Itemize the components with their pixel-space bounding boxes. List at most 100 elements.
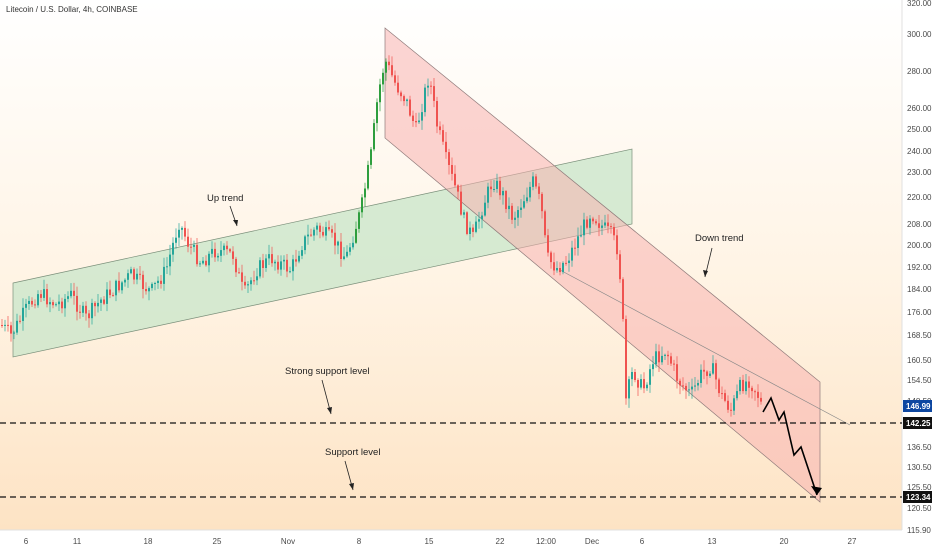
candle-up xyxy=(478,219,480,222)
price-tick-label: 250.00 xyxy=(907,125,932,134)
candle-down xyxy=(334,232,336,246)
candle-up xyxy=(202,260,204,264)
candle-up xyxy=(346,251,348,257)
price-axis[interactable]: 320.00 300.00 280.00 260.00 250.00 240.00 230.… xyxy=(907,0,932,535)
candle-up xyxy=(367,164,369,189)
candle-down xyxy=(109,289,111,296)
candle-up xyxy=(733,398,735,411)
candle-up xyxy=(424,87,426,113)
candle-up xyxy=(217,255,219,258)
candle-down xyxy=(616,235,618,255)
candle-down xyxy=(388,61,390,66)
down-trend-channel[interactable] xyxy=(384,27,821,503)
candle-down xyxy=(436,101,438,127)
candle-up xyxy=(358,212,360,229)
candle-up xyxy=(628,379,630,399)
annotation-up-trend: Up trend xyxy=(207,193,243,204)
strong-support-value: 142.25 xyxy=(906,419,931,428)
price-tick-label: 130.50 xyxy=(907,463,932,472)
candle-down xyxy=(706,371,708,376)
candle-down xyxy=(184,227,186,237)
candle-up xyxy=(502,191,504,196)
candle-down xyxy=(607,222,609,227)
price-tick-label: 136.50 xyxy=(907,443,932,452)
candle-down xyxy=(430,85,432,87)
candle-down xyxy=(472,227,474,232)
candle-up xyxy=(130,269,132,274)
candle-down xyxy=(658,351,660,363)
candle-up xyxy=(709,373,711,376)
candle-down xyxy=(244,281,246,286)
candle-up xyxy=(124,279,126,283)
price-tick-label: 230.00 xyxy=(907,168,932,177)
candle-up xyxy=(493,189,495,190)
time-tick-label: 11 xyxy=(73,537,82,546)
candle-up xyxy=(421,112,423,121)
candle-up xyxy=(265,258,267,268)
time-tick-label: 6 xyxy=(640,537,645,546)
candle-up xyxy=(163,266,165,284)
candle-down xyxy=(103,299,105,304)
candle-up xyxy=(115,280,117,296)
time-axis[interactable]: 6 11 18 25 Nov 8 15 22 12:00 Dec 6 13 20 27 xyxy=(24,537,857,546)
annotation-up-trend-arrowhead xyxy=(233,220,238,226)
candle-up xyxy=(247,284,249,286)
candle-down xyxy=(718,379,720,394)
inner-trend-line[interactable] xyxy=(559,269,851,426)
candle-up xyxy=(49,302,51,305)
candle-down xyxy=(40,294,42,298)
candle-down xyxy=(634,372,636,380)
candle-down xyxy=(238,272,240,274)
candle-up xyxy=(469,227,471,234)
candle-down xyxy=(190,246,192,248)
time-tick-label: 12:00 xyxy=(536,537,557,546)
candle-up xyxy=(604,222,606,226)
candle-up xyxy=(475,221,477,232)
candle-up xyxy=(736,391,738,399)
projection-arrowhead xyxy=(811,486,822,495)
candle-up xyxy=(601,225,603,228)
candle-up xyxy=(58,301,60,305)
candle-down xyxy=(403,96,405,102)
price-tick-label: 115.90 xyxy=(907,526,931,535)
time-tick-label: 27 xyxy=(848,537,857,546)
candle-down xyxy=(490,186,492,190)
candle-down xyxy=(118,280,120,291)
candle-up xyxy=(646,384,648,389)
price-tick-label: 184.00 xyxy=(907,285,932,294)
candle-down xyxy=(61,301,63,309)
price-tick-label: 154.50 xyxy=(907,376,932,385)
candle-down xyxy=(205,260,207,266)
candle-up xyxy=(385,61,387,73)
candle-up xyxy=(166,266,168,268)
candle-up xyxy=(82,305,84,313)
candle-up xyxy=(13,332,15,334)
candle-down xyxy=(322,231,324,236)
candle-up xyxy=(487,186,489,203)
candle-up xyxy=(178,229,180,238)
price-tick-label: 300.00 xyxy=(907,30,932,39)
candle-up xyxy=(631,372,633,380)
time-tick-label: 20 xyxy=(780,537,789,546)
current-price-label: 146.99 xyxy=(906,402,931,411)
candle-down xyxy=(751,387,753,392)
candle-down xyxy=(46,289,48,305)
candle-up xyxy=(532,176,534,187)
candle-down xyxy=(730,409,732,411)
candle-down xyxy=(679,380,681,386)
annotation-support: Support level xyxy=(325,447,380,458)
candle-up xyxy=(25,303,27,308)
candle-down xyxy=(412,115,414,121)
candle-down xyxy=(682,385,684,387)
candle-up xyxy=(562,262,564,273)
time-tick-label: Nov xyxy=(281,537,295,546)
time-tick-label: 8 xyxy=(357,537,362,546)
candle-up xyxy=(520,207,522,210)
candle-down xyxy=(85,305,87,314)
candle-up xyxy=(313,229,315,236)
candle-up xyxy=(649,369,651,385)
candle-up xyxy=(379,84,381,103)
candle-down xyxy=(622,279,624,319)
candle-up xyxy=(199,263,201,265)
